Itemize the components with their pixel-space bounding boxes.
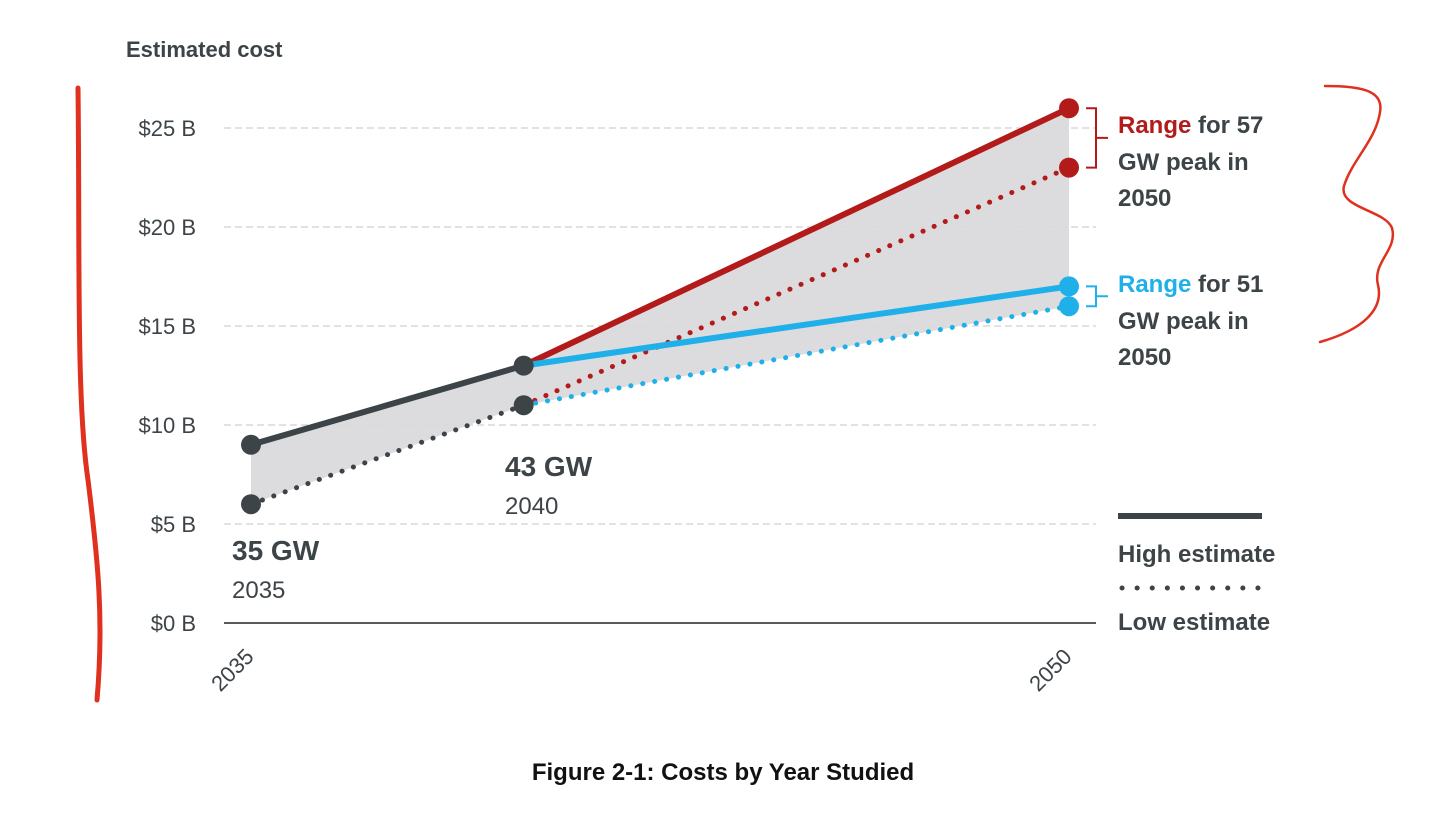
series-line-red-low [521, 165, 1072, 408]
y-tick-label: $0 B [151, 611, 196, 636]
data-points [241, 98, 1079, 515]
range-label-line: 2050 [1118, 185, 1171, 212]
data-point-red-low [1059, 157, 1079, 178]
range-bracket-red [1086, 107, 1108, 169]
data-point-blue-high [1059, 276, 1079, 297]
point-annotations: 35 GW 2035 43 GW 2040 [232, 451, 593, 604]
series-line-blue-low [521, 303, 1072, 408]
range-highlight: Range [1118, 271, 1191, 298]
y-axis-title: Estimated cost [126, 37, 283, 62]
x-tick-label: 2050 [1024, 644, 1076, 696]
data-point-gray-low [513, 395, 534, 416]
y-tick-label: $25 B [139, 116, 197, 141]
annotation-year: 2040 [505, 493, 558, 520]
range-bracket-blue [1086, 285, 1108, 308]
y-tick-label: $10 B [139, 413, 197, 438]
range-label-line: GW peak in [1118, 308, 1249, 335]
series-line-blue-high [520, 283, 1072, 369]
range-label-line: 2050 [1118, 344, 1171, 371]
range-text-rest: for 57 [1191, 112, 1263, 139]
range-labels: Range for 57 GW peak in 2050 Range for 51 GW… [1086, 107, 1263, 371]
series-line-gray-high [248, 362, 527, 448]
markup-brace-right [1318, 84, 1395, 344]
range-highlight: Range [1118, 112, 1191, 139]
annotation-title: 43 GW [505, 451, 593, 482]
annotation-year: 2035 [232, 577, 285, 604]
series-line-gray-low [248, 402, 527, 507]
y-tick-label: $5 B [151, 512, 196, 537]
data-point-red-high [1059, 98, 1079, 119]
y-tick-label: $20 B [139, 215, 197, 240]
x-tick-label: 2035 [206, 644, 258, 696]
legend-high-label: High estimate [1118, 541, 1275, 568]
series-line-red-high [520, 105, 1072, 369]
data-point-gray-high [241, 434, 261, 455]
range-label-blue: Range for 51 [1118, 271, 1263, 298]
legend: High estimate Low estimate [1118, 513, 1275, 636]
annotation-title: 35 GW [232, 535, 320, 566]
figure-caption: Figure 2-1: Costs by Year Studied [532, 759, 914, 786]
range-text-rest: for 51 [1191, 271, 1263, 298]
range-label-red: Range for 57 [1118, 112, 1263, 139]
range-label-line: GW peak in [1118, 149, 1249, 176]
data-point-gray-high [513, 355, 534, 376]
y-tick-label: $15 B [139, 314, 197, 339]
markup-stroke-left [75, 85, 103, 703]
hand-drawn-markup [75, 84, 1395, 703]
series-lines [248, 105, 1072, 507]
legend-low-label: Low estimate [1118, 609, 1270, 636]
data-point-blue-low [1059, 296, 1079, 317]
data-point-gray-low [241, 494, 261, 515]
